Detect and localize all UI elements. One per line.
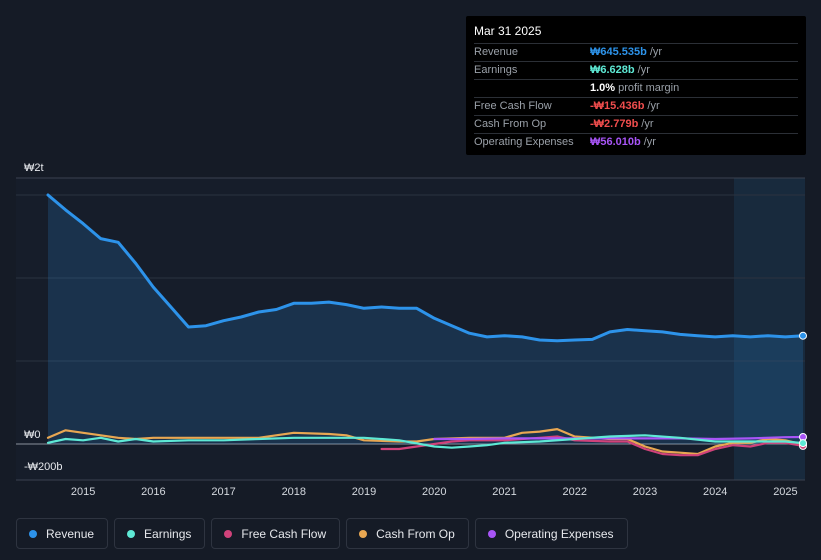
legend-dot-icon: [359, 529, 368, 538]
legend-label: Free Cash Flow: [241, 526, 327, 541]
legend-item-free-cash-flow[interactable]: Free Cash Flow: [211, 518, 341, 549]
tooltip-value: ₩6.628b: [590, 64, 635, 76]
tooltip-row-operating-expenses: Operating Expenses ₩56.010b /yr: [474, 134, 798, 151]
legend-label: Cash From Op: [376, 526, 455, 541]
y-tick-label-bottom: -₩200b: [24, 461, 63, 473]
tooltip-unit: /yr: [643, 136, 656, 148]
tooltip-value: ₩645.535b: [590, 46, 647, 58]
revenue-area: [48, 195, 803, 444]
chart-background: [16, 178, 805, 480]
series-line-free-cash-flow: [380, 435, 805, 457]
x-tick-label: 2022: [563, 486, 587, 498]
tooltip-label: Revenue: [474, 46, 519, 58]
tooltip-unit: /yr: [637, 64, 650, 76]
series-line-operating-expenses: [433, 435, 805, 441]
tooltip-value: ₩56.010b: [590, 136, 641, 148]
tooltip-unit: /yr: [649, 46, 663, 58]
x-tick-label: 2017: [211, 486, 235, 498]
tooltip-label: [474, 80, 590, 97]
y-tick-label-zero: ₩0: [24, 429, 41, 441]
tooltip-row-revenue: Revenue ₩645.535b /yr: [474, 44, 798, 62]
tooltip-row-free-cash-flow: Free Cash Flow -₩15.436b /yr: [474, 98, 798, 116]
series-line-revenue: [46, 193, 805, 343]
legend-item-cash-from-op[interactable]: Cash From Op: [346, 518, 469, 549]
x-tick-label: 2024: [703, 486, 727, 498]
series-line-earnings: [46, 434, 805, 449]
legend-dot-icon: [29, 529, 37, 538]
tooltip-label: Operating Expenses: [474, 136, 574, 148]
forecast-region: [734, 178, 805, 480]
tooltip-value: -₩2.779b: [590, 118, 639, 130]
legend-label: Operating Expenses: [504, 526, 614, 541]
x-tick-label: 2021: [492, 486, 516, 498]
legend-dot-icon: [224, 529, 233, 538]
tooltip-date: Mar 31 2025: [474, 23, 798, 44]
tooltip-unit: profit margin: [618, 82, 680, 94]
series-end-marker-earnings: [799, 439, 807, 448]
tooltip-label: Earnings: [474, 64, 518, 76]
series-line-cash-from-op: [46, 428, 805, 456]
tooltip-value: 1.0%: [590, 82, 616, 94]
x-tick-label: 2025: [773, 486, 797, 498]
legend: Revenue Earnings Free Cash Flow Cash Fro…: [16, 518, 628, 549]
tooltip-unit: /yr: [641, 118, 654, 130]
y-tick-label-top: ₩2t: [24, 162, 44, 174]
tooltip-unit: /yr: [647, 100, 660, 112]
legend-item-operating-expenses[interactable]: Operating Expenses: [474, 518, 628, 549]
x-tick-label: 2016: [141, 486, 165, 498]
legend-item-earnings[interactable]: Earnings: [114, 518, 206, 549]
series-end-marker-revenue: [799, 331, 807, 340]
x-tick-label: 2019: [352, 486, 376, 498]
tooltip-value: -₩15.436b: [590, 100, 645, 112]
x-tick-label: 2020: [422, 486, 446, 498]
tooltip: Mar 31 2025 Revenue ₩645.535b /yr Earnin…: [466, 16, 806, 155]
tooltip-row-earnings: Earnings ₩6.628b /yr: [474, 62, 798, 80]
tooltip-label: Free Cash Flow: [474, 100, 552, 112]
tooltip-label: Cash From Op: [474, 118, 547, 130]
legend-dot-icon: [487, 529, 496, 538]
x-tick-label: 2018: [282, 486, 306, 498]
legend-dot-icon: [127, 529, 136, 538]
series-layer: [46, 193, 807, 457]
legend-label: Revenue: [46, 526, 95, 541]
tooltip-row-profit-margin: 1.0% profit margin: [474, 80, 798, 98]
x-tick-label: 2023: [633, 486, 657, 498]
x-tick-label: 2015: [71, 486, 95, 498]
legend-item-revenue[interactable]: Revenue: [16, 518, 109, 549]
legend-label: Earnings: [144, 526, 192, 541]
tooltip-row-cash-from-op: Cash From Op -₩2.779b /yr: [474, 116, 798, 134]
x-axis: 2015 2016 2017 2018 2019 2020 2021 2022 2023 2024…: [71, 486, 798, 498]
